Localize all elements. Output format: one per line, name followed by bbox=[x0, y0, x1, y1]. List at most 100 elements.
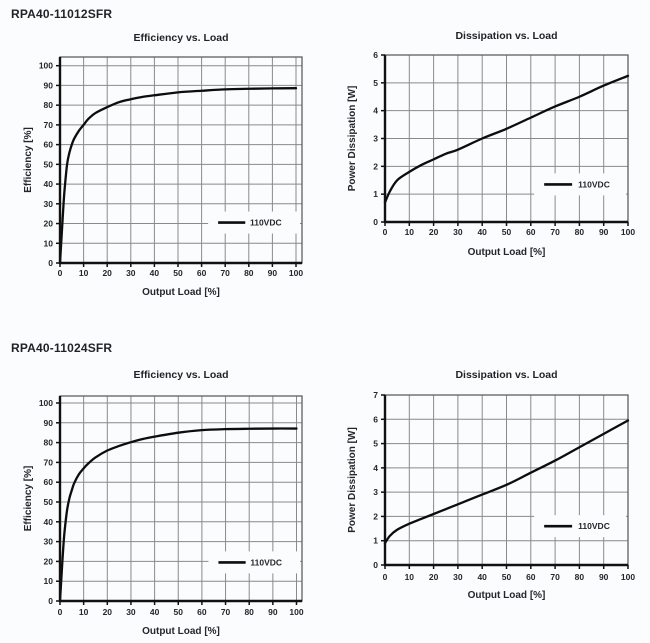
svg-text:50: 50 bbox=[502, 572, 512, 582]
svg-text:30: 30 bbox=[453, 572, 463, 582]
svg-text:50: 50 bbox=[174, 607, 184, 617]
x-axis-title: Output Load [%] bbox=[142, 287, 220, 298]
svg-text:40: 40 bbox=[44, 517, 54, 527]
tick-marks bbox=[381, 394, 629, 569]
svg-text:10: 10 bbox=[79, 607, 89, 617]
y-tick-labels: 0 10 20 30 40 50 60 70 80 90 100 bbox=[39, 398, 53, 606]
x-tick-labels: 0 10 20 30 40 50 60 70 80 90 100 bbox=[58, 268, 304, 278]
y-tick-labels: 0 1 2 3 4 5 6 7 bbox=[373, 390, 378, 570]
x-axis-title: Output Load [%] bbox=[468, 247, 546, 258]
svg-text:40: 40 bbox=[477, 227, 487, 237]
svg-text:4: 4 bbox=[373, 106, 378, 116]
legend-label: 110VDC bbox=[578, 521, 610, 531]
legend-box bbox=[208, 211, 300, 234]
svg-text:70: 70 bbox=[220, 268, 230, 278]
x-tick-labels: 0 10 20 30 40 50 60 70 80 90 100 bbox=[383, 227, 636, 237]
legend: 110VDC bbox=[208, 211, 300, 234]
svg-text:70: 70 bbox=[44, 120, 54, 130]
svg-text:4: 4 bbox=[373, 463, 378, 473]
svg-text:20: 20 bbox=[44, 219, 54, 229]
svg-text:80: 80 bbox=[244, 607, 254, 617]
curve-110vdc bbox=[383, 74, 630, 204]
gridlines bbox=[384, 54, 629, 223]
chart-efficiency-vs-load-11012: Efficiency vs. Load 0 10 20 30 40 50 60 70 80 90 1… bbox=[0, 28, 330, 320]
svg-text:10: 10 bbox=[405, 227, 415, 237]
efficiency-chart-canvas-11012: 0 10 20 30 40 50 60 70 80 90 100 0 10 20 30 40 50 60 70 80 9… bbox=[23, 56, 304, 298]
svg-text:50: 50 bbox=[44, 497, 54, 507]
chart-title: Dissipation vs. Load bbox=[455, 30, 558, 42]
y-axis-title: Power Dissipation [W] bbox=[347, 86, 358, 192]
x-tick-labels: 0 10 20 30 40 50 60 70 80 90 100 bbox=[58, 607, 304, 617]
x-tick-labels: 0 10 20 30 40 50 60 70 80 90 100 bbox=[383, 572, 636, 582]
tick-marks bbox=[381, 54, 629, 226]
gridlines bbox=[384, 394, 629, 566]
svg-text:2: 2 bbox=[373, 511, 378, 521]
svg-text:0: 0 bbox=[58, 268, 63, 278]
chart-title: Dissipation vs. Load bbox=[455, 369, 558, 381]
svg-text:40: 40 bbox=[44, 179, 54, 189]
svg-text:80: 80 bbox=[44, 438, 54, 448]
svg-text:5: 5 bbox=[373, 439, 378, 449]
svg-text:80: 80 bbox=[575, 227, 585, 237]
svg-text:20: 20 bbox=[429, 572, 439, 582]
svg-text:6: 6 bbox=[373, 414, 378, 424]
svg-text:5: 5 bbox=[373, 78, 378, 88]
model-heading-rpa40-11024sfr: RPA40-11024SFR bbox=[11, 341, 113, 355]
svg-text:3: 3 bbox=[373, 487, 378, 497]
svg-text:30: 30 bbox=[453, 227, 463, 237]
svg-text:100: 100 bbox=[621, 227, 635, 237]
legend: 110VDC bbox=[208, 551, 300, 574]
legend: 110VDC bbox=[534, 515, 626, 538]
svg-text:100: 100 bbox=[621, 572, 635, 582]
svg-text:6: 6 bbox=[373, 50, 378, 60]
legend: 110VDC bbox=[534, 173, 626, 196]
svg-text:20: 20 bbox=[102, 268, 112, 278]
y-axis-title: Efficiency [%] bbox=[23, 127, 34, 193]
svg-text:70: 70 bbox=[550, 572, 560, 582]
svg-text:70: 70 bbox=[550, 227, 560, 237]
svg-text:60: 60 bbox=[197, 268, 207, 278]
svg-text:3: 3 bbox=[373, 134, 378, 144]
dissipation-chart-canvas-11024: 0 10 20 30 40 50 60 70 80 90 100 0 1 2 3 4 5 6 7 Output Loa… bbox=[347, 390, 636, 601]
chart-dissipation-vs-load-11024: Dissipation vs. Load 0 10 20 30 40 50 60 70 80 90… bbox=[330, 360, 650, 643]
axes bbox=[58, 57, 302, 265]
x-axis-title: Output Load [%] bbox=[142, 626, 220, 637]
legend-box bbox=[534, 173, 626, 196]
legend-label: 110VDC bbox=[578, 179, 610, 189]
svg-text:90: 90 bbox=[44, 418, 54, 428]
svg-text:10: 10 bbox=[405, 572, 415, 582]
svg-text:0: 0 bbox=[383, 572, 388, 582]
svg-text:100: 100 bbox=[289, 607, 303, 617]
y-tick-labels: 0 10 20 30 40 50 60 70 80 90 100 bbox=[39, 61, 53, 268]
chart-efficiency-vs-load-11024: Efficiency vs. Load 0 10 20 30 40 50 60 70 80 90 1… bbox=[0, 360, 330, 643]
curve-110vdc bbox=[58, 427, 298, 603]
y-axis-title: Power Dissipation [W] bbox=[347, 427, 358, 533]
svg-text:60: 60 bbox=[44, 477, 54, 487]
svg-text:90: 90 bbox=[268, 607, 278, 617]
svg-text:7: 7 bbox=[373, 390, 378, 400]
model-heading-rpa40-11012sfr: RPA40-11012SFR bbox=[11, 7, 113, 21]
tick-marks bbox=[56, 402, 298, 605]
svg-text:0: 0 bbox=[58, 607, 63, 617]
svg-text:0: 0 bbox=[383, 227, 388, 237]
legend-label: 110VDC bbox=[250, 218, 282, 228]
y-tick-labels: 0 1 2 3 4 5 6 bbox=[373, 50, 378, 227]
svg-text:30: 30 bbox=[44, 199, 54, 209]
svg-text:20: 20 bbox=[44, 556, 54, 566]
svg-text:40: 40 bbox=[477, 572, 487, 582]
svg-text:90: 90 bbox=[44, 80, 54, 90]
chart-title: Efficiency vs. Load bbox=[133, 369, 229, 381]
svg-text:100: 100 bbox=[39, 61, 53, 71]
svg-text:0: 0 bbox=[373, 560, 378, 570]
y-axis-title: Efficiency [%] bbox=[23, 466, 34, 532]
svg-text:30: 30 bbox=[44, 537, 54, 547]
curve-110vdc bbox=[58, 87, 298, 265]
svg-text:10: 10 bbox=[44, 238, 54, 248]
svg-text:0: 0 bbox=[48, 258, 53, 268]
efficiency-chart-canvas-11024: 0 10 20 30 40 50 60 70 80 90 100 0 10 20 30 40 50 60 70 80 9… bbox=[23, 395, 304, 637]
svg-text:100: 100 bbox=[289, 268, 303, 278]
svg-text:40: 40 bbox=[150, 607, 160, 617]
svg-text:2: 2 bbox=[373, 161, 378, 171]
svg-text:30: 30 bbox=[126, 268, 136, 278]
